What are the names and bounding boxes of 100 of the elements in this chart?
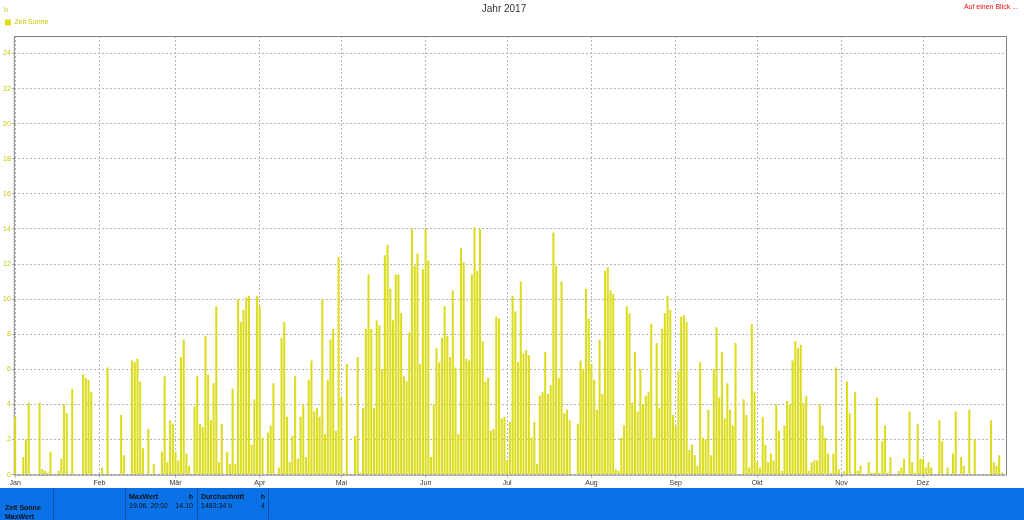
bar <box>699 362 702 475</box>
bar <box>813 460 816 475</box>
bar <box>220 423 223 475</box>
bar <box>775 404 778 475</box>
bar <box>84 378 87 475</box>
bar <box>356 357 359 475</box>
bar <box>644 395 647 475</box>
bar <box>519 281 522 475</box>
bar <box>598 339 601 475</box>
bar <box>71 388 74 475</box>
bar <box>538 395 541 475</box>
bar <box>411 228 414 475</box>
bar <box>49 451 52 475</box>
bar <box>916 423 919 475</box>
bar <box>726 383 729 475</box>
bar <box>525 350 528 475</box>
bar <box>655 343 658 475</box>
bar <box>818 404 821 475</box>
bar <box>345 364 348 475</box>
bar <box>612 293 615 475</box>
bar <box>152 464 155 475</box>
bar <box>579 360 582 475</box>
bar <box>435 348 438 475</box>
bar <box>136 358 139 475</box>
bar <box>487 378 490 475</box>
bar <box>82 374 85 475</box>
bar <box>734 343 737 475</box>
bar <box>794 341 797 475</box>
bar <box>451 290 454 475</box>
bar <box>810 462 813 475</box>
bar <box>163 376 166 475</box>
bar <box>337 257 340 475</box>
bar <box>927 462 930 475</box>
bar <box>283 321 286 475</box>
bar <box>884 425 887 475</box>
bar <box>14 416 17 475</box>
bar <box>375 320 378 475</box>
bar <box>938 420 941 475</box>
bar <box>503 416 506 475</box>
bar <box>968 409 971 475</box>
bar <box>416 253 419 475</box>
bar <box>498 318 501 475</box>
bar <box>691 444 694 475</box>
bar <box>120 414 123 475</box>
bar <box>310 360 313 475</box>
bar <box>854 392 857 475</box>
bar <box>171 423 174 475</box>
bar <box>666 295 669 475</box>
bar <box>908 411 911 475</box>
bar <box>87 379 90 475</box>
bar <box>715 327 718 475</box>
bar <box>272 383 275 475</box>
bar <box>973 439 976 475</box>
bar <box>786 400 789 475</box>
bar <box>544 351 547 475</box>
bar <box>478 228 482 475</box>
bar <box>237 299 240 475</box>
bar <box>707 409 710 475</box>
bar <box>169 420 172 475</box>
bar <box>424 228 427 475</box>
bar <box>897 471 900 475</box>
bar <box>397 274 400 475</box>
bar <box>552 232 555 475</box>
bar <box>27 402 30 475</box>
bar <box>443 306 446 475</box>
bar <box>394 274 397 475</box>
bar <box>231 388 234 475</box>
bar <box>332 328 335 475</box>
bar <box>720 351 723 475</box>
bar <box>805 395 808 475</box>
bar <box>769 453 772 475</box>
bar <box>256 295 259 475</box>
bar <box>495 316 498 475</box>
bar <box>38 402 41 475</box>
bar <box>835 367 838 475</box>
bar <box>294 376 297 475</box>
bar <box>196 376 199 475</box>
bar <box>386 244 389 475</box>
bar <box>650 323 653 475</box>
bar <box>998 455 1001 475</box>
bar <box>889 457 892 475</box>
bar <box>954 411 957 475</box>
bar <box>473 227 476 475</box>
bar <box>799 344 802 475</box>
bar <box>845 381 848 475</box>
bar <box>204 336 207 475</box>
bar <box>63 404 66 475</box>
bar <box>511 295 514 475</box>
bar <box>560 281 563 475</box>
bar <box>867 462 870 475</box>
bar <box>459 248 462 475</box>
bar <box>875 397 878 475</box>
bar <box>960 457 963 475</box>
bar <box>606 267 609 475</box>
bar <box>321 299 324 475</box>
bar <box>302 404 305 475</box>
bar <box>604 271 607 475</box>
bar <box>859 465 862 475</box>
bar <box>106 367 109 475</box>
bar <box>533 421 536 475</box>
